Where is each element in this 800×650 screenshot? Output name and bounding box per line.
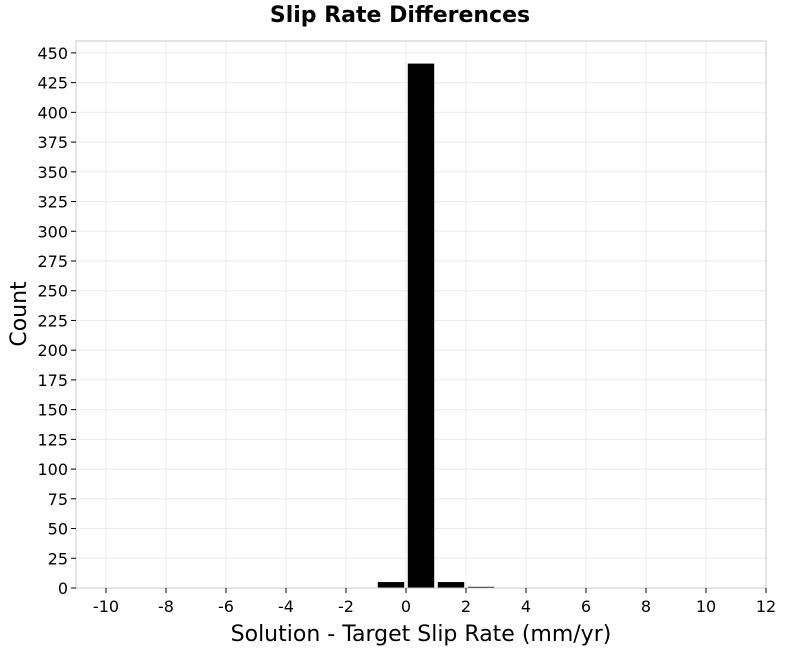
y-tick-label: 200 [37,341,68,360]
y-tick-label: 25 [48,549,68,568]
plot-frame [75,40,767,589]
x-tick-label: 0 [401,597,411,616]
x-tick-label: 2 [461,597,471,616]
y-tick-label: 400 [37,103,68,122]
x-tick-label: -10 [93,597,119,616]
x-tick-label: -8 [158,597,174,616]
y-tick-label: 300 [37,222,68,241]
y-tick-label: 325 [37,193,68,212]
x-tick-label: -2 [338,597,354,616]
y-tick-label: 250 [37,282,68,301]
y-axis-label: Count [7,281,32,347]
y-tick-label: 75 [48,490,68,509]
histogram-bar [467,586,495,588]
bars-layer [377,63,495,588]
y-tick-label: 150 [37,401,68,420]
y-tick-label: 100 [37,460,68,479]
x-axis: -10 -8 -6 -4 -2 0 2 4 6 8 10 12 [93,588,776,616]
y-tick-label: 350 [37,163,68,182]
y-tick-label: 175 [37,371,68,390]
x-tick-label: 4 [521,597,531,616]
y-axis: 0 25 50 75 100 125 150 175 200 225 250 275 300 325 350… [37,44,76,598]
x-tick-label: 12 [756,597,776,616]
y-tick-label: 125 [37,430,68,449]
x-tick-label: 6 [581,597,591,616]
histogram-bar [377,582,405,588]
y-tick-label: 0 [58,579,68,598]
x-tick-label: -4 [278,597,294,616]
x-tick-label: 10 [696,597,716,616]
y-tick-label: 275 [37,252,68,271]
x-tick-label: 8 [641,597,651,616]
y-tick-label: 225 [37,311,68,330]
histogram-bar [437,582,465,588]
y-tick-label: 425 [37,74,68,93]
histogram-bar [407,63,435,588]
x-axis-label: Solution - Target Slip Rate (mm/yr) [231,622,612,647]
y-tick-label: 375 [37,133,68,152]
y-tick-label: 450 [37,44,68,63]
chart-title: Slip Rate Differences [270,3,530,28]
y-tick-label: 50 [48,520,68,539]
x-tick-label: -6 [218,597,234,616]
